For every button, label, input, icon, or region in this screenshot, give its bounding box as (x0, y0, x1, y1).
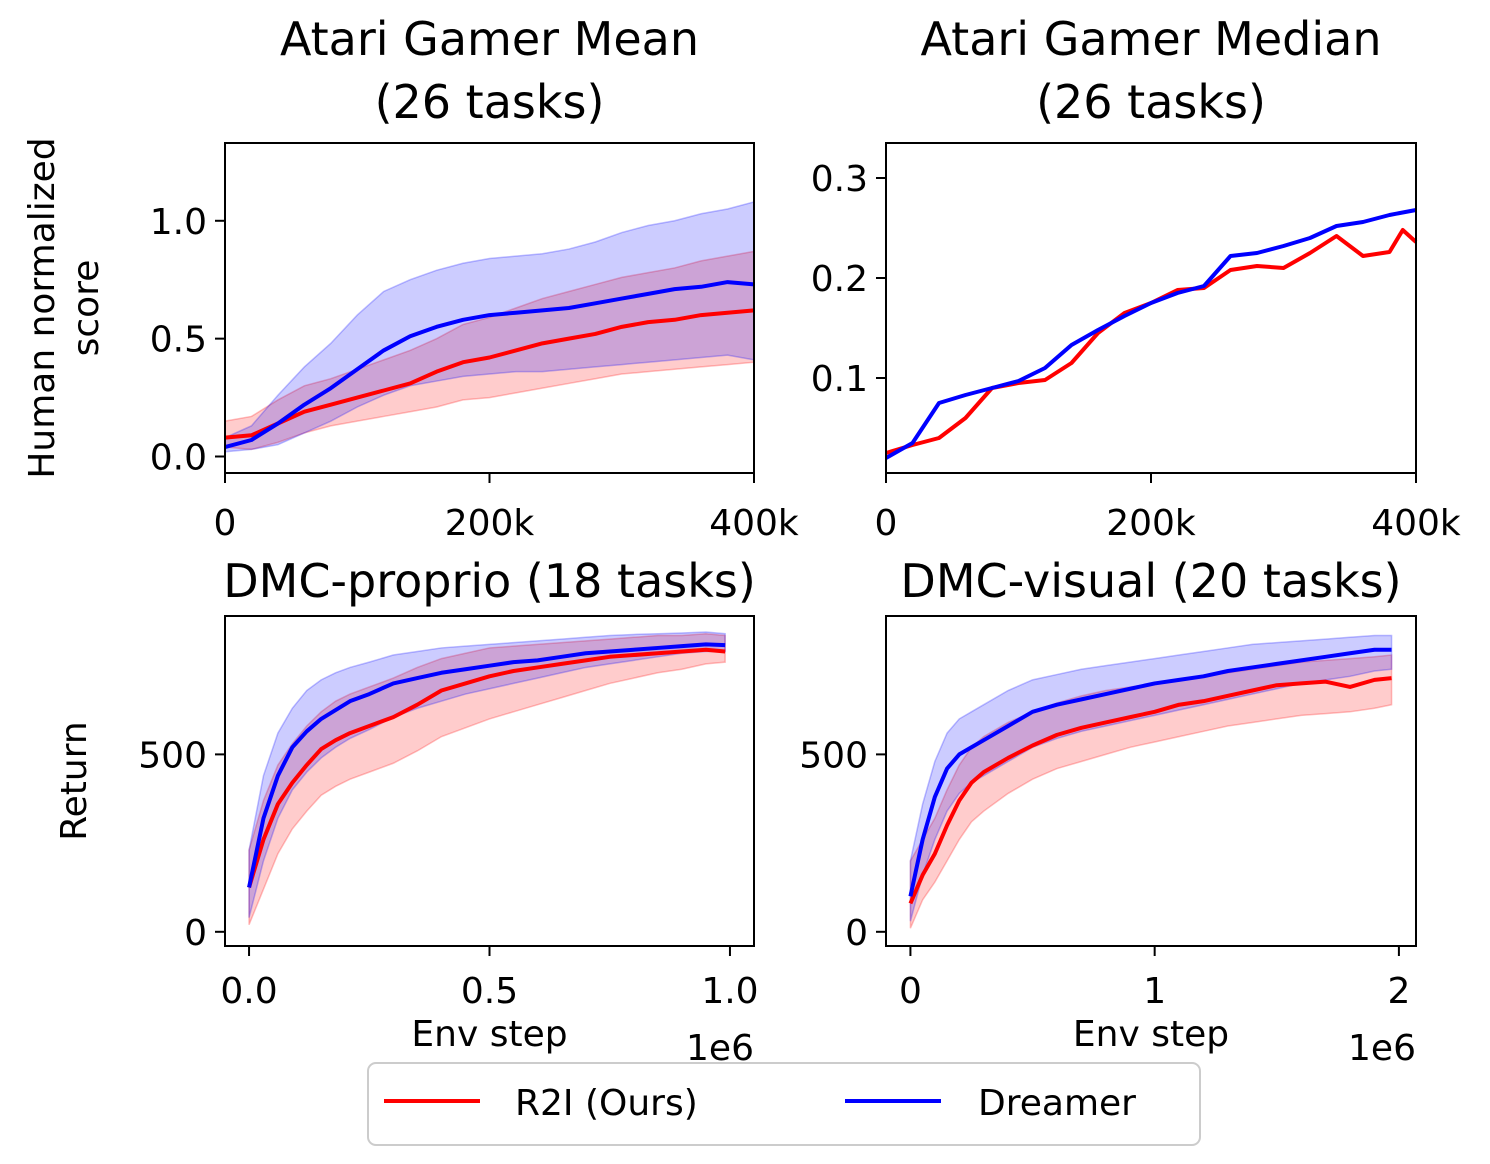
series-line-dreamer (908, 647, 1392, 897)
x-tick-label: 400k (1371, 503, 1461, 544)
y-tick-label: 0.0 (150, 438, 207, 479)
series-line-r2i (247, 647, 726, 889)
legend: R2I (Ours) Dreamer (367, 1062, 1201, 1146)
y-tick-label: 0.1 (811, 359, 868, 400)
y-tick-label: 0 (184, 913, 207, 954)
series-line-r2i (908, 676, 1392, 905)
x-tick-label: 200k (445, 503, 535, 544)
axes-frame (885, 615, 1417, 947)
chart-panel-4: 0 1 2 0 500 DMC-visual (20 tasks) Env step 1e6 (799, 554, 1417, 1069)
y-tick-label: 0.3 (811, 159, 868, 200)
y-tick-label: 500 (138, 735, 207, 776)
chart-title: DMC-visual (20 tasks) (900, 554, 1401, 608)
y-tick-label: 500 (799, 735, 868, 776)
confidence-band-dreamer (909, 634, 1393, 922)
x-tick-label: 2 (1387, 971, 1410, 1012)
legend-label-r2i: R2I (Ours) (515, 1083, 698, 1124)
x-tick-label: 1.0 (701, 971, 758, 1012)
chart-title: (26 tasks) (375, 75, 605, 129)
x-tick-label: 400k (709, 503, 799, 544)
series-line-dreamer (247, 642, 726, 888)
axes-frame (885, 142, 1417, 474)
y-tick-label: 0.5 (150, 320, 207, 361)
chart-panel-3: 0.0 0.5 1.0 0 500 DMC-proprio (18 tasks) Retur… (54, 554, 759, 1069)
legend-label-dreamer: Dreamer (978, 1083, 1136, 1124)
x-tick-label: 0 (899, 971, 922, 1012)
y-axis-label: Return (54, 721, 95, 840)
chart-title: Atari Gamer Mean (280, 12, 699, 66)
chart-title: (26 tasks) (1036, 75, 1266, 129)
x-axis-label: Env step (411, 1014, 567, 1055)
x-tick-label: 0.0 (220, 971, 277, 1012)
x-tick-label: 200k (1106, 503, 1196, 544)
chart-title: Atari Gamer Median (921, 12, 1382, 66)
y-tick-label: 0 (845, 913, 868, 954)
legend-frame (367, 1062, 1201, 1146)
x-axis-label: Env step (1073, 1014, 1229, 1055)
y-tick-label: 0.2 (811, 259, 868, 300)
series-line-r2i (224, 308, 755, 440)
series-line-dreamer (885, 208, 1417, 460)
x-tick-label: 0 (214, 503, 237, 544)
series-line-r2i (885, 228, 1418, 455)
x-tick-label: 1 (1143, 971, 1166, 1012)
y-axis-label: Human normalized (22, 137, 63, 478)
x-tick-label: 0.5 (461, 971, 518, 1012)
y-axis-label: score (66, 260, 107, 357)
y-tick-label: 1.0 (150, 202, 207, 243)
x-tick-label: 0 (875, 503, 898, 544)
confidence-band-r2i (248, 632, 726, 925)
chart-panel-2: 0 200k 400k 0.1 0.2 0.3 Atari Gamer Median (26 … (811, 12, 1461, 544)
series-line-dreamer (224, 280, 755, 450)
x-offset-label: 1e6 (1348, 1028, 1416, 1069)
chart-panels: 0 200k 400k 0.0 0.5 1.0 Atari Gamer Mean (26 ta… (22, 12, 1461, 1069)
chart-title: DMC-proprio (18 tasks) (223, 554, 756, 608)
chart-panel-1: 0 200k 400k 0.0 0.5 1.0 Atari Gamer Mean (26 ta… (22, 12, 799, 544)
confidence-band-dreamer (224, 200, 755, 453)
